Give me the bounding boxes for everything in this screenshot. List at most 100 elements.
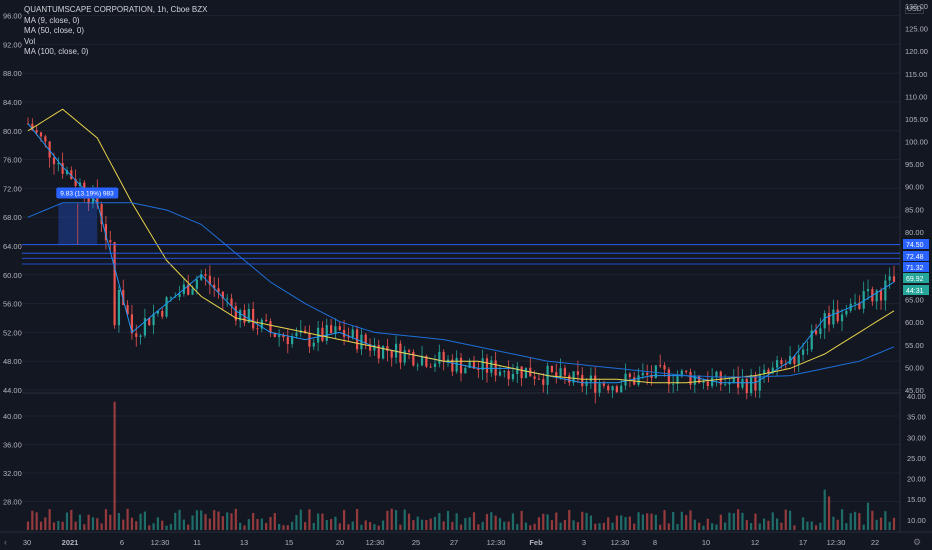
volume-bar (568, 509, 571, 530)
volume-bar (615, 515, 618, 530)
volume-bar (273, 513, 276, 530)
candle-body (840, 314, 844, 322)
candle-body (862, 291, 865, 309)
candle-body (537, 378, 541, 380)
candle-body (719, 371, 722, 385)
candle-body (191, 288, 194, 295)
volume-bar (728, 512, 731, 530)
time-tick-label: 27 (450, 538, 458, 547)
legend-ma9: MA (9, close, 0) (24, 15, 80, 25)
candle-body (637, 375, 640, 385)
volume-bar (832, 516, 835, 530)
volume-bar (117, 513, 121, 530)
candle-body (775, 360, 779, 368)
candle-body (351, 329, 354, 338)
volume-bar (403, 509, 406, 530)
candle-body (511, 374, 515, 380)
scroll-left-icon[interactable]: ‹ (4, 537, 7, 547)
volume-bar (654, 514, 657, 530)
volume-bar (394, 510, 398, 530)
candle-body (884, 280, 887, 301)
left-tick-label: 92.00 (3, 40, 22, 49)
candle-body (763, 369, 766, 375)
volume-bar (537, 517, 541, 530)
volume-bar (663, 510, 666, 530)
volume-bar (771, 512, 774, 530)
candle-body (200, 274, 203, 280)
volume-bar (511, 513, 515, 530)
candle-body (607, 385, 610, 391)
volume-bar (464, 518, 467, 530)
volume-bar (399, 524, 402, 530)
time-axis[interactable]: 30 2021 6 12:30 11 13 15 20 12:30 25 27 12:30 Feb 3 12… (23, 538, 879, 547)
candle-body (542, 379, 545, 385)
candle-body (866, 289, 870, 292)
candle-body (832, 309, 835, 325)
volume-bar (169, 523, 172, 530)
volume-bar (637, 512, 640, 530)
volume-bar (91, 517, 95, 530)
volume-bar (373, 524, 376, 530)
right-tick-label: 55.00 (905, 341, 924, 350)
volume-bar (810, 521, 813, 530)
volume-bar (83, 524, 86, 530)
volume-bar (767, 520, 770, 530)
volume-bar (191, 515, 194, 530)
candle-body (793, 356, 796, 364)
candle-body (572, 371, 575, 383)
candle-body (139, 335, 142, 337)
volume-bar (243, 525, 246, 530)
candle-body (672, 383, 675, 385)
volume-bar (208, 518, 211, 530)
left-tick-label: 52.00 (3, 328, 22, 337)
volume-bar (368, 522, 372, 530)
left-price-axis: 96.00 92.00 88.00 84.00 80.00 76.00 72.00 68.00… (3, 12, 22, 507)
candle-body (208, 275, 211, 285)
right-tick-label: 95.00 (905, 160, 924, 169)
volume-bar (754, 513, 757, 530)
right-price-axis[interactable]: 130.00 125.00 120.00 115.00 110.00 105.00 100.… (903, 2, 929, 525)
candle-body (295, 332, 298, 337)
measure-tool[interactable]: 9.83 (13.19%) 983 (56, 187, 119, 245)
left-tick-label: 48.00 (3, 357, 22, 366)
volume-bar (680, 511, 683, 530)
volume-bar (477, 524, 480, 530)
volume-bar (239, 522, 242, 530)
volume-bar (78, 514, 82, 530)
candle-body (195, 279, 198, 289)
volume-bar (724, 522, 727, 530)
volume-bar (139, 513, 142, 530)
candle-body (780, 360, 783, 364)
horizontal-lines[interactable] (22, 244, 900, 265)
candle-body (148, 318, 151, 326)
currency-label[interactable]: USD (905, 5, 924, 14)
left-tick-label: 96.00 (3, 12, 22, 21)
candle-body (221, 291, 224, 299)
candle-body (65, 170, 69, 174)
volume-bar (685, 515, 688, 530)
volume-bar (594, 523, 597, 530)
volume-bar (858, 513, 861, 530)
candle-body (174, 296, 177, 298)
candle-body (122, 289, 125, 306)
volume-bar (892, 517, 896, 530)
candle-body (788, 356, 792, 365)
settings-icon[interactable]: ⚙ (913, 537, 922, 547)
volume-bar (589, 515, 592, 530)
volume-bar (377, 525, 380, 530)
volume-bar (286, 525, 289, 530)
time-tick-label: 8 (653, 538, 657, 547)
volume-bar (702, 525, 705, 530)
candle-body (758, 374, 761, 391)
candle-body (520, 366, 523, 379)
time-tick-label: 20 (336, 538, 344, 547)
volume-bar (217, 511, 220, 530)
volume-bar (429, 518, 432, 530)
time-tick-label: 6 (120, 538, 124, 547)
candle-body (568, 375, 571, 383)
candle-body (347, 336, 350, 338)
left-tick-label: 88.00 (3, 69, 22, 78)
right-tick-label: 20.00 (907, 475, 926, 484)
left-tick-label: 80.00 (3, 127, 22, 136)
